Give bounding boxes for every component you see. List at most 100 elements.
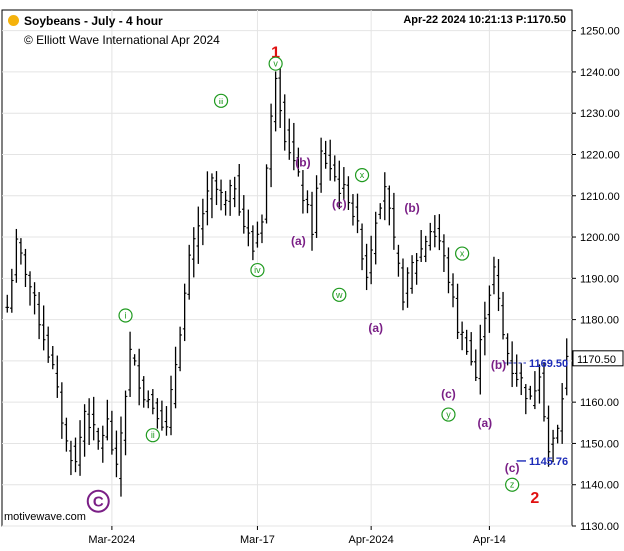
wave-label-circle-text: y — [446, 410, 451, 420]
x-tick-label: Apr-2024 — [349, 534, 394, 546]
y-tick-label: 1230.00 — [580, 108, 620, 120]
ohlc-bar — [332, 155, 337, 182]
ohlc-bar — [87, 398, 91, 445]
wave-label-circle-text: x — [360, 170, 365, 180]
ohlc-bar — [514, 354, 519, 387]
wave-label: (b) — [491, 358, 506, 372]
wave-label-primary: 2 — [530, 490, 539, 507]
ohlc-bar — [555, 424, 560, 444]
y-tick-label: 1160.00 — [580, 397, 619, 409]
y-tick-label: 1140.00 — [580, 480, 619, 492]
ohlc-bar — [78, 420, 82, 476]
y-tick-label: 1210.00 — [580, 191, 620, 203]
wave-label-circle — [86, 489, 110, 513]
ohlc-bar — [337, 160, 342, 210]
wave-label-circle — [332, 287, 347, 302]
y-tick-label: 1200.00 — [580, 232, 620, 244]
ohlc-bar — [473, 349, 478, 382]
ohlc-bar — [28, 271, 32, 306]
ohlc-bar — [469, 332, 474, 366]
ohlc-bar — [232, 176, 237, 208]
wave-label-circle — [505, 477, 520, 492]
ohlc-bar — [10, 268, 14, 313]
ohlc-bar — [460, 321, 464, 351]
ohlc-bar — [255, 221, 260, 248]
footer-brand: motivewave.com — [4, 511, 86, 523]
ohlc-bar — [119, 416, 123, 497]
level-label: 1145.76 — [529, 456, 568, 468]
ohlc-bar — [396, 244, 401, 277]
wave-label-circle-text: v — [273, 59, 278, 69]
ohlc-bar — [151, 389, 155, 415]
ohlc-bar — [269, 103, 273, 188]
ohlc-bar — [483, 301, 487, 356]
ohlc-bar — [564, 338, 569, 396]
ohlc-bar — [423, 235, 428, 263]
wave-label-circle-text: iii — [219, 99, 224, 106]
wave-label-circle — [118, 308, 133, 323]
ohlc-bar — [228, 179, 232, 216]
ohlc-bar — [519, 363, 524, 396]
ohlc-bar — [496, 259, 501, 312]
ohlc-bar — [378, 203, 383, 220]
ohlc-bar — [282, 94, 287, 151]
ohlc-bar — [169, 375, 173, 436]
ohlc-bar — [237, 163, 242, 216]
ohlc-bar — [114, 430, 119, 478]
y-tick-label: 1250.00 — [580, 26, 620, 38]
ohlc-bar — [560, 383, 564, 444]
ohlc-bar — [205, 171, 210, 226]
ohlc-bar — [55, 355, 60, 398]
wave-label: (c) — [441, 387, 456, 401]
ohlc-bar — [128, 331, 132, 397]
ohlc-bar — [373, 211, 378, 265]
ohlc-bar — [319, 137, 323, 193]
ohlc-bar — [73, 437, 78, 473]
ohlc-bar — [451, 273, 455, 308]
wave-label-circle — [441, 407, 456, 422]
ohlc-bar — [546, 405, 551, 467]
wave-label-circle — [145, 428, 160, 443]
ohlc-bar — [96, 427, 101, 450]
ohlc-bar — [41, 305, 46, 351]
ohlc-bar — [387, 185, 392, 226]
wave-label: (c) — [505, 461, 520, 475]
ohlc-bar — [23, 248, 28, 287]
ohlc-bar — [528, 385, 533, 400]
y-tick-label: 1220.00 — [580, 149, 620, 161]
ohlc-bar — [369, 235, 373, 285]
y-tick-label: 1180.00 — [580, 315, 619, 327]
ohlc-bar — [260, 214, 264, 244]
ohlc-bar — [446, 247, 451, 294]
ohlc-bar — [537, 364, 542, 404]
ohlc-bar — [501, 291, 505, 340]
ohlc-bar — [401, 258, 405, 311]
ohlc-bar — [219, 179, 223, 211]
ohlc-bar — [251, 225, 255, 261]
wave-label: (a) — [368, 321, 383, 335]
ohlc-bar — [146, 390, 151, 409]
ohlc-bar — [187, 244, 192, 300]
ohlc-bar — [428, 222, 433, 251]
ohlc-bar — [155, 398, 160, 429]
ohlc-bar — [91, 396, 96, 441]
ohlc-bar — [351, 194, 355, 226]
ohlc-bars — [5, 62, 569, 497]
last-price-label: 1170.50 — [577, 354, 616, 366]
ohlc-bar — [100, 425, 105, 463]
ohlc-bar — [328, 139, 333, 181]
ohlc-bar — [46, 326, 51, 363]
ohlc-bar — [137, 348, 141, 406]
ohlc-bar — [310, 191, 314, 251]
x-tick-label: Apr-14 — [473, 534, 506, 546]
ohlc-bar — [478, 324, 483, 395]
ohlc-bar — [419, 230, 423, 262]
ohlc-bar — [492, 256, 496, 295]
ohlc-bar — [455, 283, 460, 340]
ohlc-bar — [5, 294, 10, 313]
wave-label-circle — [455, 246, 470, 261]
ohlc-bar — [510, 341, 514, 388]
wave-label-circle — [250, 262, 265, 278]
